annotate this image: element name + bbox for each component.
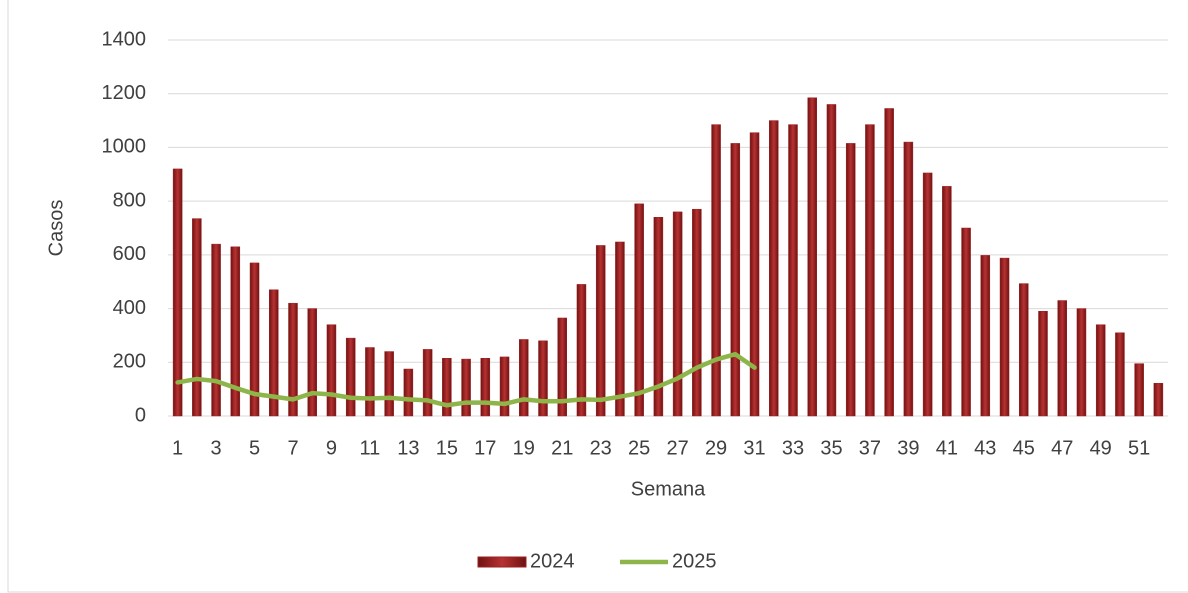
x-tick-label: 27 [666,437,688,459]
x-tick-label: 23 [590,437,612,459]
bar [1095,324,1106,417]
y-axis-label: Casos [45,200,67,257]
bar [922,172,933,417]
x-tick-label: 49 [1090,437,1112,459]
line [175,351,757,408]
y-tick-label: 200 [113,351,146,373]
bar [865,124,875,417]
x-tick-label: 51 [1128,437,1150,459]
bar [903,141,914,417]
bar [769,120,779,417]
x-tick-label: 35 [820,437,842,459]
x-tick-label: 39 [897,437,919,459]
bar [749,132,760,417]
bar [288,302,298,417]
y-tick-label: 1200 [102,82,147,104]
y-tick-label: 1400 [102,28,147,50]
x-tick-label: 31 [743,437,765,459]
legend-label: 2024 [530,550,575,572]
bar [172,168,183,417]
bar [576,284,587,417]
bar [365,347,375,417]
y-tick-label: 600 [113,243,146,265]
bar [942,186,952,417]
bar [461,358,471,417]
x-tick-label: 7 [287,437,298,459]
bar [1076,308,1087,417]
bar [961,227,971,417]
x-tick-label: 9 [326,437,337,459]
bar [249,262,260,417]
y-tick-label: 0 [135,404,146,426]
x-tick-label: 17 [474,437,496,459]
legend-label: 2025 [672,550,717,572]
x-tick-label: 33 [782,437,804,459]
bar [692,208,702,417]
bar [999,257,1010,417]
bar [538,340,548,417]
bar [557,317,567,417]
bar [845,143,856,417]
y-tick-label: 1000 [102,136,147,158]
y-tick-label: 400 [113,297,146,319]
bar [634,203,644,417]
bar [672,211,683,417]
bar [1134,363,1144,417]
bar [615,241,625,417]
bar [442,358,452,417]
bar [884,108,894,417]
bar [730,143,741,417]
bar [826,104,837,417]
bar [384,351,394,417]
bar [1038,311,1048,417]
x-tick-label: 11 [360,437,381,459]
chart-border [7,0,1188,593]
bar [230,246,241,417]
bar [345,337,356,417]
x-tick-label: 5 [249,437,260,459]
bar [192,218,202,417]
x-axis-label: Semana [631,478,706,500]
x-tick-label: 3 [211,437,222,459]
bar [422,349,433,417]
bar [807,97,817,417]
x-tick-label: 15 [436,437,458,459]
bar [269,289,279,417]
bar [326,324,337,417]
bar [980,255,991,417]
x-tick-label: 47 [1051,437,1073,459]
y-tick-label: 800 [113,189,146,211]
bar [1115,332,1125,417]
legend-swatch [477,556,527,568]
bar [1057,300,1067,417]
x-tick-label: 1 [172,437,183,459]
bar [653,217,664,417]
bar [519,339,529,417]
x-tick-label: 29 [705,437,727,459]
x-tick-label: 41 [936,437,958,459]
x-tick-label: 37 [859,437,881,459]
bar [788,124,798,417]
bar [711,124,721,417]
bar [307,308,317,417]
x-tick-label: 13 [397,437,419,459]
x-tick-label: 45 [1013,437,1035,459]
x-tick-label: 43 [974,437,996,459]
x-tick-label: 21 [551,437,573,459]
bar [499,356,510,417]
bar [595,245,606,417]
bar [1153,382,1164,417]
bar [1019,283,1029,417]
bar [480,358,491,417]
bar [403,368,414,417]
bar [211,243,221,417]
x-tick-label: 25 [628,437,650,459]
x-tick-label: 19 [513,437,535,459]
